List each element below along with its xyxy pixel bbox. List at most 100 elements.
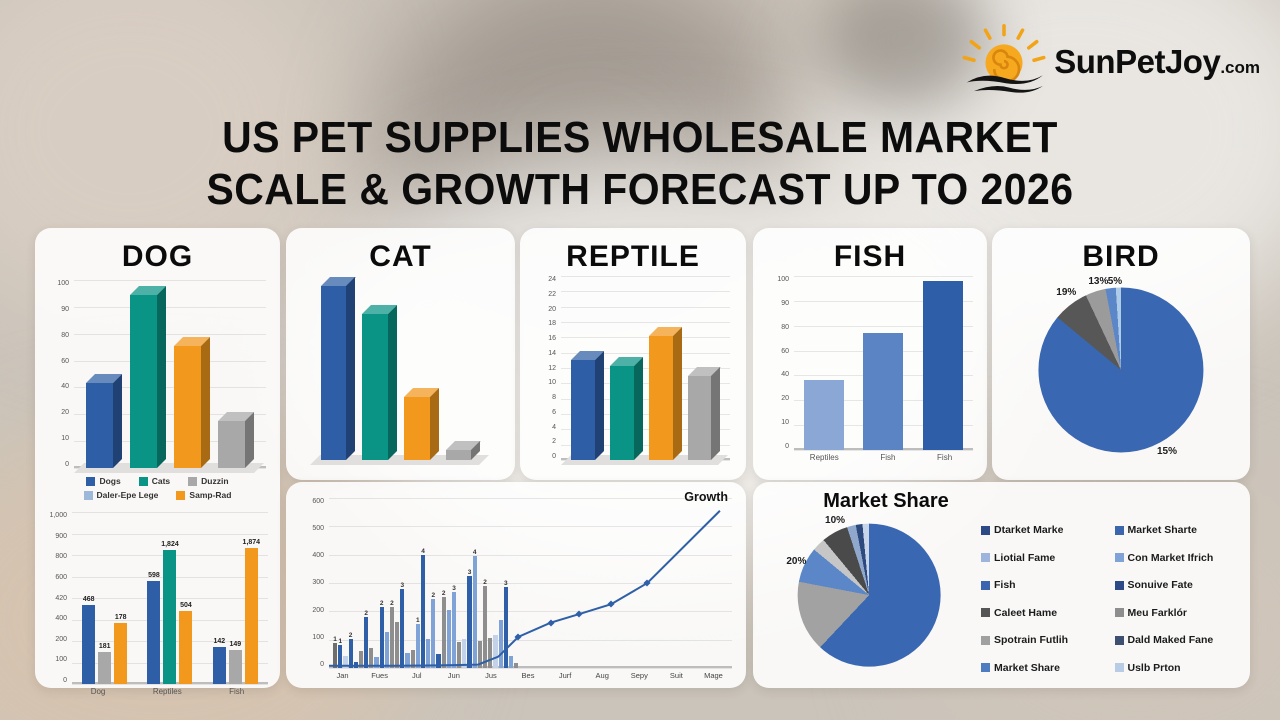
text-label: 1 xyxy=(416,617,420,625)
legend-item: Con Market Ifrich xyxy=(1114,552,1241,564)
text-label: Dtarket Marke xyxy=(994,524,1064,536)
box xyxy=(711,366,721,460)
box xyxy=(962,55,976,63)
text-label: 600 xyxy=(312,498,324,505)
legend-item: Dald Maked Fane xyxy=(1114,634,1241,646)
text-label: 142 xyxy=(213,638,226,646)
legend-item: Sonuive Fate xyxy=(1114,579,1241,591)
legend-swatch xyxy=(1114,663,1124,673)
bar-group: 468 181 178 xyxy=(82,512,128,684)
bar: 1 xyxy=(415,617,420,668)
text-label: 2 xyxy=(483,578,487,586)
box xyxy=(200,336,210,468)
gridline xyxy=(794,300,973,302)
text-label: 600 xyxy=(55,573,67,581)
text-label: 100 xyxy=(57,280,69,287)
gridline xyxy=(74,333,266,335)
market-share-panel: Market Share 20% 10% Dtarket Marke Market … xyxy=(753,482,1250,688)
gridline xyxy=(561,383,730,385)
gridline xyxy=(794,276,973,277)
legend-swatch xyxy=(981,608,990,618)
text-label: 2 xyxy=(348,631,353,639)
text-label: 0 xyxy=(63,677,67,684)
text-label: 300 xyxy=(312,579,324,587)
bar-groups xyxy=(794,276,973,450)
bar xyxy=(477,640,482,668)
text-label: 18 xyxy=(548,320,556,328)
box xyxy=(672,326,682,460)
text-label: 1,000 xyxy=(49,512,67,519)
dog-panel-title: DOG xyxy=(121,240,194,273)
bar: 1,874 xyxy=(243,539,260,684)
plot-area xyxy=(310,277,491,465)
text-label: Market Share xyxy=(994,661,1060,674)
cat-chart xyxy=(310,277,491,465)
gridline xyxy=(74,280,266,281)
legend-swatch xyxy=(981,580,990,590)
bar-3d xyxy=(648,326,682,460)
reptile-panel: REPTILE 24 22 20 18 16 14 12 10 8 6 4 2 0 xyxy=(520,228,746,480)
dog-overview-legend: Dogs Cats Duzzin Daler-Epe Lege Samp-Rad xyxy=(35,476,280,508)
text-label: Spotrain Futlih xyxy=(994,634,1069,647)
text-label: 0 xyxy=(320,660,324,668)
bars xyxy=(85,280,254,468)
gridline xyxy=(329,498,732,499)
text-label: 3 xyxy=(400,582,405,590)
gridline xyxy=(794,325,973,327)
gridline xyxy=(561,414,730,415)
title-line-2: SCALE & GROWTH FORECAST UP TO 2026 xyxy=(206,164,1074,214)
bar: 142 xyxy=(212,638,226,684)
text-label: 40 xyxy=(781,371,789,379)
bar xyxy=(803,380,844,450)
bar: 3 xyxy=(467,569,472,668)
bar: 1,824 xyxy=(161,541,179,684)
legend-swatch xyxy=(188,476,198,486)
text-label: 420 xyxy=(55,594,67,602)
legend-item: Caleet Hame xyxy=(981,607,1107,619)
text-label: Fish xyxy=(994,579,1016,592)
bar xyxy=(343,655,348,668)
legend-row: Daler-Epe Lege Samp-Rad xyxy=(83,490,231,500)
text-label: Meu Farklór xyxy=(1127,606,1188,619)
legend-item: Market Share xyxy=(981,662,1107,674)
gridline xyxy=(74,441,266,443)
bar xyxy=(462,639,467,668)
brand-logo: SunPetJoy.com xyxy=(958,24,1260,100)
box xyxy=(403,397,430,460)
box xyxy=(85,383,113,468)
gridline xyxy=(794,450,973,451)
bar: 181 xyxy=(98,643,112,684)
text-label: 149 xyxy=(229,641,242,649)
legend-item: Liotial Fame xyxy=(981,552,1107,564)
text-label: Jus xyxy=(485,671,497,680)
text-label: 20 xyxy=(61,409,69,417)
legend-swatch xyxy=(1114,635,1124,645)
text-label: 90 xyxy=(61,305,69,313)
text-label: 0 xyxy=(65,460,69,468)
text-label: 2 xyxy=(364,609,368,617)
bar xyxy=(493,635,498,668)
text-label: 504 xyxy=(180,601,192,609)
bar-3d xyxy=(129,286,166,468)
bars xyxy=(571,276,721,460)
bar-group xyxy=(803,276,844,450)
text-label: 3 xyxy=(503,579,508,587)
text-label: Uslb Prton xyxy=(1127,661,1181,674)
text-label: 12 xyxy=(548,364,556,372)
box xyxy=(974,85,1044,93)
text-label: Fish xyxy=(229,687,245,696)
bar-3d xyxy=(445,440,481,460)
bar: 178 xyxy=(114,614,128,684)
box xyxy=(962,24,1046,63)
text-label: 4 xyxy=(421,547,425,555)
bar xyxy=(923,281,964,450)
text-label: 100 xyxy=(55,656,67,664)
box xyxy=(983,28,992,40)
box xyxy=(687,375,712,460)
text-label: 2 xyxy=(431,592,436,600)
text-label: 16 xyxy=(548,335,556,342)
legend-item: Dtarket Marke xyxy=(981,524,1107,536)
text-label: 1 xyxy=(333,636,337,644)
bar: 3 xyxy=(451,585,457,668)
